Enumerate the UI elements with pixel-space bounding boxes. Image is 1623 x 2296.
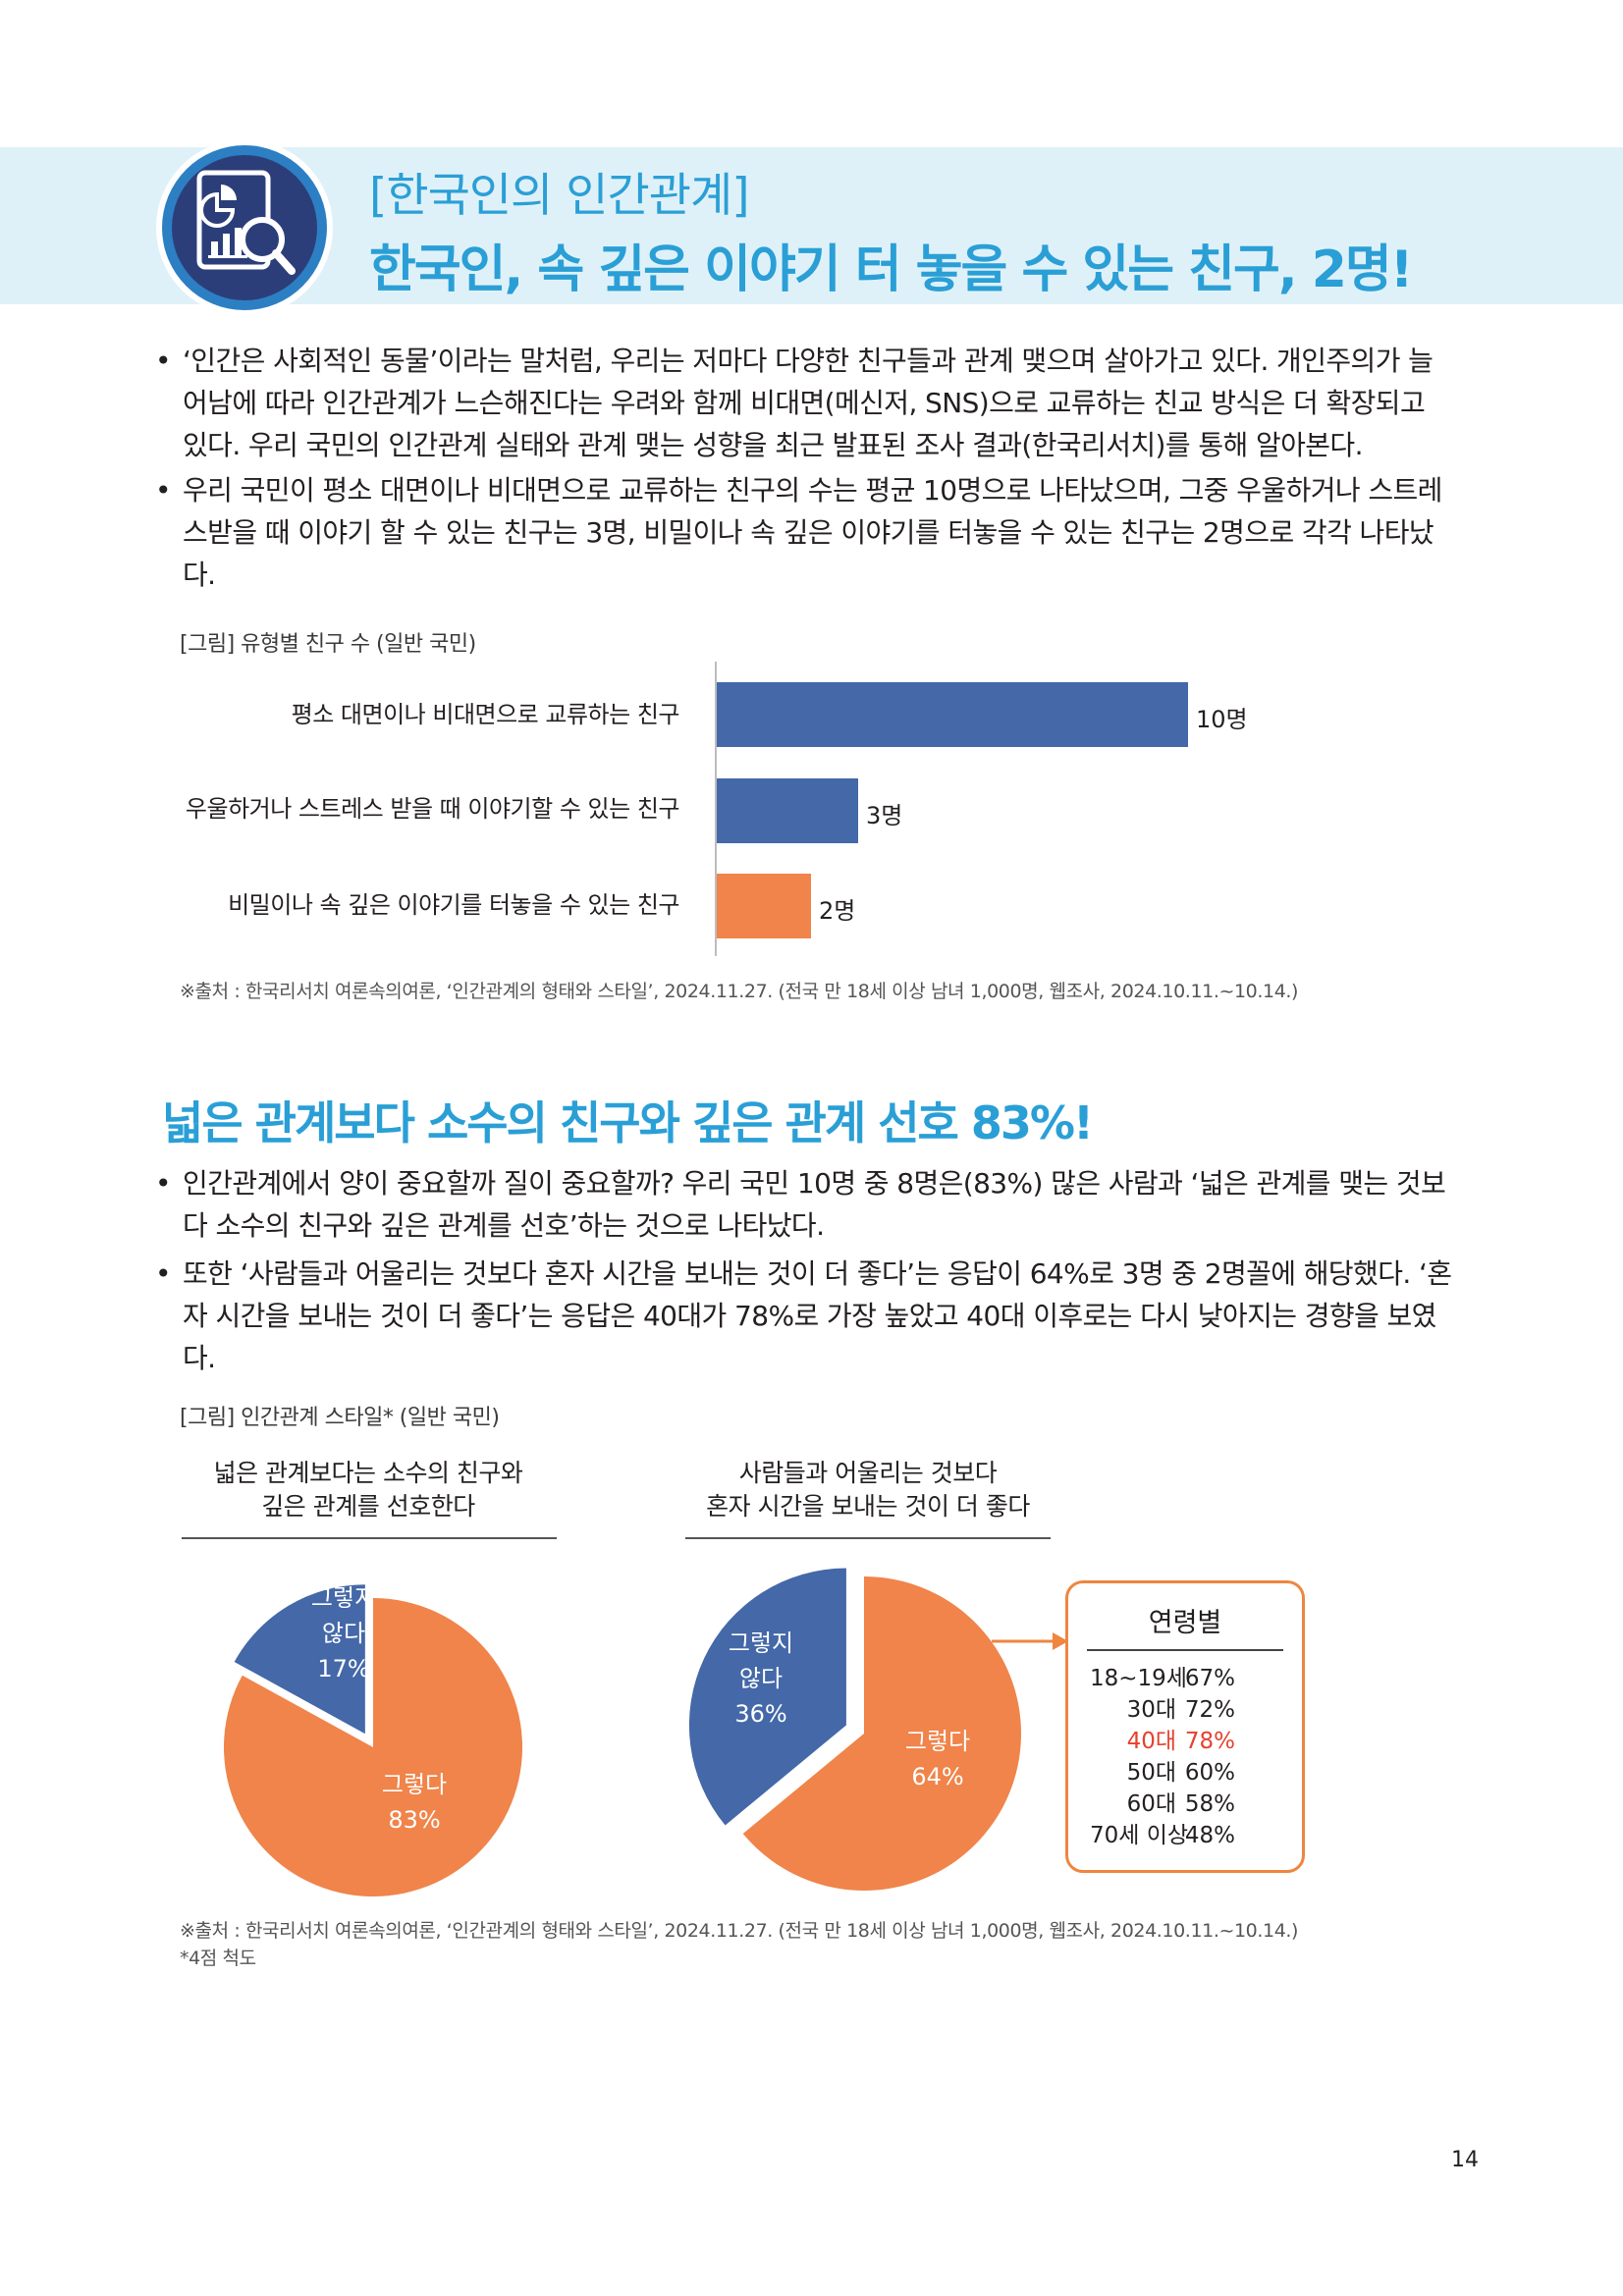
pie-slice-no xyxy=(234,1584,365,1735)
pie1-label-no-line2: 않다 xyxy=(321,1620,366,1647)
header-title: 한국인, 속 깊은 이야기 터 놓을 수 있는 친구, 2명! xyxy=(369,240,1413,299)
page-number: 14 xyxy=(1451,2148,1479,2172)
pie1-label-yes: 그렇다 83% xyxy=(365,1767,463,1838)
age-value: 60% xyxy=(1184,1760,1235,1786)
intro-bullet-2: • 우리 국민이 평소 대면이나 비대면으로 교류하는 친구의 수는 평균 10… xyxy=(147,469,1483,596)
arrow-right-icon xyxy=(992,1632,1068,1650)
pie2-title: 사람들과 어울리는 것보다 혼자 시간을 보내는 것이 더 좋다 xyxy=(685,1457,1051,1523)
pie2-title-line: 사람들과 어울리는 것보다 xyxy=(738,1459,998,1487)
bar-friends-stress xyxy=(717,778,858,843)
header-subtitle: [한국인의 인간관계] xyxy=(369,169,750,223)
age-box-title: 연령별 xyxy=(1148,1608,1222,1638)
bullet-dot: • xyxy=(155,1257,172,1290)
bar-friends-total xyxy=(717,682,1188,747)
figure2-note: *4점 척도 xyxy=(180,1948,256,1969)
age-value: 78% xyxy=(1184,1729,1235,1754)
pie2-title-line: 혼자 시간을 보내는 것이 더 좋다 xyxy=(706,1492,1030,1521)
pie2-label-yes: 그렇다 64% xyxy=(889,1724,987,1794)
age-group: 60대 xyxy=(1126,1791,1176,1817)
age-value: 67% xyxy=(1184,1666,1235,1691)
intro-bullet-1: • ‘인간은 사회적인 동물’이라는 말처럼, 우리는 저마다 다양한 친구들과… xyxy=(147,340,1483,466)
bar-friends-secret xyxy=(717,874,811,938)
pie2-value-no: 36% xyxy=(734,1700,787,1728)
pie1-title-line: 깊은 관계를 선호한다 xyxy=(261,1492,475,1521)
age-box-rule xyxy=(1087,1649,1283,1651)
figure1-source: ※출처 : 한국리서치 여론속의여론, ‘인간관계의 형태와 스타일’, 202… xyxy=(180,981,1299,1002)
paragraph-line: 또한 ‘사람들과 어울리는 것보다 혼자 시간을 보내는 것이 더 좋다’는 응… xyxy=(183,1257,1452,1290)
pie2-label-no: 그렇지 않다 36% xyxy=(712,1626,810,1732)
age-row: 50대 60% xyxy=(1090,1753,1302,1786)
figure2-caption: [그림] 인간관계 스타일* (일반 국민) xyxy=(180,1406,500,1430)
report-search-icon xyxy=(152,135,337,320)
pie1-value-yes: 83% xyxy=(388,1806,441,1834)
bar-category-label: 평소 대면이나 비대면으로 교류하는 친구 xyxy=(291,701,680,728)
paragraph-line: 인간관계에서 양이 중요할까 질이 중요할까? 우리 국민 10명 중 8명은(… xyxy=(183,1167,1446,1200)
friend-count-bar-chart: 평소 대면이나 비대면으로 교류하는 친구 우울하거나 스트레스 받을 때 이야… xyxy=(157,658,1335,962)
pie2-label-yes-line: 그렇다 xyxy=(904,1728,971,1755)
pie-slice-yes xyxy=(224,1598,522,1896)
pie1-label-no: 그렇지 않다 17% xyxy=(295,1580,393,1686)
paragraph-line: 다 소수의 친구와 깊은 관계를 선호’하는 것으로 나타났다. xyxy=(183,1209,825,1242)
section2-bullet-1: • 인간관계에서 양이 중요할까 질이 중요할까? 우리 국민 10명 중 8명… xyxy=(147,1162,1483,1247)
paragraph-line: 자 시간을 보내는 것이 더 좋다’는 응답은 40대가 78%로 가장 높았고… xyxy=(183,1300,1436,1332)
bar-axis-line xyxy=(715,662,717,956)
bullet-dot: • xyxy=(155,474,172,507)
age-value: 58% xyxy=(1184,1791,1235,1817)
age-group: 18~19세 xyxy=(1090,1666,1187,1691)
paragraph-line: 우리 국민이 평소 대면이나 비대면으로 교류하는 친구의 수는 평균 10명으… xyxy=(183,474,1442,507)
paragraph-line: 어남에 따라 인간관계가 느슨해진다는 우려와 함께 비대면(메신저, SNS)… xyxy=(183,387,1426,419)
pie-slice-no xyxy=(688,1568,846,1826)
pie2-chart xyxy=(688,1568,1021,1891)
bar-category-label: 비밀이나 속 깊은 이야기를 터놓을 수 있는 친구 xyxy=(228,891,679,919)
pie1-chart xyxy=(224,1584,522,1896)
pie1-title-line: 넓은 관계보다는 소수의 친구와 xyxy=(213,1459,523,1487)
age-row: 60대 58% xyxy=(1090,1785,1302,1817)
age-group: 40대 xyxy=(1126,1729,1176,1754)
pie1-label-no-line1: 그렇지 xyxy=(310,1584,377,1612)
intro-bullets: • ‘인간은 사회적인 동물’이라는 말처럼, 우리는 저마다 다양한 친구들과… xyxy=(147,340,1483,596)
bar-value-label: 2명 xyxy=(819,897,856,925)
age-group: 30대 xyxy=(1126,1697,1176,1723)
age-value: 48% xyxy=(1184,1823,1235,1848)
pie1-label-yes-line: 그렇다 xyxy=(381,1771,448,1798)
age-row: 18~19세67% xyxy=(1090,1659,1302,1691)
bar-value-label: 10명 xyxy=(1196,706,1248,733)
section2-bullets: • 인간관계에서 양이 중요할까 질이 중요할까? 우리 국민 10명 중 8명… xyxy=(147,1162,1483,1379)
bar-category-label: 우울하거나 스트레스 받을 때 이야기할 수 있는 친구 xyxy=(185,795,680,823)
pie2-value-yes: 64% xyxy=(911,1763,964,1790)
pie2-title-rule xyxy=(685,1537,1051,1539)
pie1-value-no: 17% xyxy=(317,1655,370,1682)
paragraph-line: ‘인간은 사회적인 동물’이라는 말처럼, 우리는 저마다 다양한 친구들과 관… xyxy=(183,345,1434,377)
pie-slice-yes xyxy=(742,1576,1021,1891)
section2-title: 넓은 관계보다 소수의 친구와 깊은 관계 선호 83%! xyxy=(162,1096,1094,1149)
age-rows: 18~19세67% 30대 72% 40대 78% 50대 60% 60대 58% 70… xyxy=(1068,1659,1302,1848)
bullet-dot: • xyxy=(155,1167,172,1200)
bullet-dot: • xyxy=(155,345,172,377)
paragraph-line: 있다. 우리 국민의 인간관계 실태와 관계 맺는 성향을 최근 발표된 조사 … xyxy=(183,429,1363,461)
age-row: 70세 이상48% xyxy=(1090,1816,1302,1848)
figure1-caption: [그림] 유형별 친구 수 (일반 국민) xyxy=(180,632,476,657)
paragraph-line: 스받을 때 이야기 할 수 있는 친구는 3명, 비밀이나 속 깊은 이야기를 … xyxy=(183,516,1434,549)
paragraph-line: 다. xyxy=(183,559,216,591)
age-group: 70세 이상 xyxy=(1090,1823,1189,1848)
age-group: 50대 xyxy=(1126,1760,1176,1786)
age-row: 30대 72% xyxy=(1090,1690,1302,1723)
section2-bullet-2: • 또한 ‘사람들과 어울리는 것보다 혼자 시간을 보내는 것이 더 좋다’는… xyxy=(147,1253,1483,1379)
figure2-source: ※출처 : 한국리서치 여론속의여론, ‘인간관계의 형태와 스타일’, 202… xyxy=(180,1920,1299,1942)
pie1-title-rule xyxy=(182,1537,557,1539)
age-breakdown-box: 연령별 18~19세67% 30대 72% 40대 78% 50대 60% 60대 58… xyxy=(1065,1580,1305,1873)
age-row: 40대 78% xyxy=(1090,1722,1302,1754)
age-value: 72% xyxy=(1184,1697,1235,1723)
paragraph-line: 다. xyxy=(183,1342,216,1374)
bar-value-label: 3명 xyxy=(866,802,903,829)
pie2-label-no-line1: 그렇지 xyxy=(728,1629,794,1657)
pie1-title: 넓은 관계보다는 소수의 친구와 깊은 관계를 선호한다 xyxy=(182,1457,555,1523)
pie2-label-no-line2: 않다 xyxy=(738,1665,784,1692)
